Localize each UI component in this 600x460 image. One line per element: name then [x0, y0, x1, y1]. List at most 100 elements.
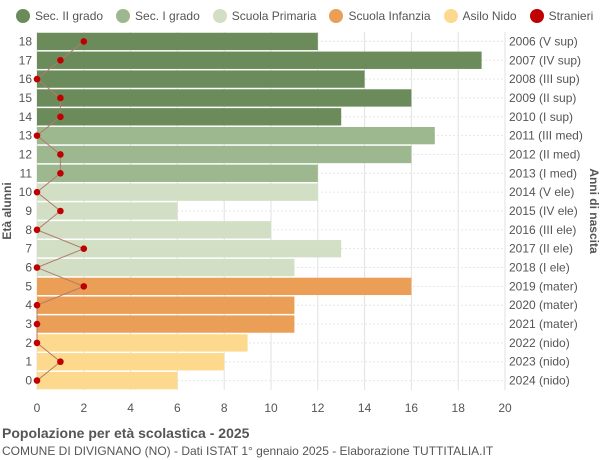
legend-item-inf: Scuola Infanzia: [329, 9, 431, 23]
x-tick-label: 2: [80, 401, 87, 415]
stranieri-point-age-14: [57, 113, 64, 121]
stranieri-point-age-6: [33, 264, 41, 271]
birth-year-label: 2022 (nido): [509, 336, 570, 350]
birth-year-label: 2021 (mater): [509, 317, 578, 331]
x-tick-label: 6: [174, 401, 181, 415]
bar-age-11: [37, 164, 318, 182]
bar-age-0: [37, 371, 178, 390]
bar-chart: 0 2 4 6 8 10 12 14 16 18 2018171615141312111098765…: [0, 32, 600, 415]
x-tick-label: 0: [34, 401, 41, 415]
bar-age-4: [37, 296, 295, 314]
legend-item-prim: Scuola Primaria: [212, 9, 317, 23]
chart-source: COMUNE DI DIVIGNANO (NO) - Dati ISTAT 1°…: [2, 444, 494, 458]
age-tick-label: 1: [25, 355, 32, 369]
birth-year-label: 2017 (II ele): [509, 242, 573, 256]
stranieri-point-age-17: [57, 56, 64, 64]
y-axis-title-right: Anni di nascita: [587, 168, 600, 254]
stranieri-point-age-13: [33, 132, 41, 139]
legend-label-inf: Scuola Infanzia: [348, 9, 431, 23]
y-axis-title-left: Età alunni: [0, 182, 14, 239]
birth-year-label: 2014 (V ele): [509, 185, 574, 199]
age-tick-label: 16: [19, 72, 33, 86]
age-tick-label: 17: [19, 53, 33, 67]
legend-label-stranieri: Stranieri: [548, 9, 594, 23]
birth-year-label: 2023 (nido): [509, 355, 570, 369]
stranieri-point-age-8: [33, 226, 41, 234]
bar-age-7: [37, 240, 342, 258]
legend-label-sec2: Sec. II grado: [35, 9, 104, 23]
bar-age-18: [37, 32, 318, 51]
bar-age-3: [37, 315, 295, 333]
stranieri-point-age-18: [80, 38, 88, 45]
legend-item-sec1: Sec. I grado: [116, 9, 200, 23]
x-tick-label: 12: [311, 401, 325, 415]
bar-age-17: [37, 51, 482, 69]
bar-age-2: [37, 334, 248, 352]
age-tick-label: 8: [25, 223, 32, 237]
stranieri-point-age-4: [33, 301, 41, 309]
stranieri-point-age-12: [57, 151, 64, 158]
stranieri-point-age-16: [33, 75, 41, 83]
chart-legend: Sec. II grado Sec. I grado Scuola Primaria…: [16, 6, 593, 26]
birth-year-label: 2018 (I ele): [509, 261, 570, 275]
bar-age-9: [37, 202, 178, 220]
age-tick-label: 2: [25, 336, 32, 350]
chart-title: Popolazione per età scolastica - 2025: [2, 425, 250, 441]
legend-swatch-prim: [212, 9, 227, 23]
legend-swatch-sec1: [116, 9, 131, 23]
birth-year-label: 2006 (V sup): [509, 34, 578, 48]
x-tick-label: 14: [358, 401, 372, 415]
age-tick-label: 5: [25, 279, 32, 293]
stranieri-point-age-10: [33, 188, 41, 196]
legend-item-stranieri: Stranieri: [529, 9, 594, 23]
age-tick-label: 18: [19, 34, 33, 48]
birth-year-label: 2024 (nido): [509, 374, 570, 388]
stranieri-point-age-1: [57, 358, 64, 366]
x-tick-label: 18: [452, 401, 466, 415]
bar-age-14: [37, 108, 342, 126]
age-tick-label: 3: [25, 317, 32, 331]
birth-year-label: 2015 (IV ele): [509, 204, 578, 218]
legend-swatch-sec2: [16, 9, 30, 23]
birth-year-label: 2010 (I sup): [509, 110, 573, 124]
bar-age-6: [37, 258, 295, 277]
bar-age-12: [37, 145, 412, 164]
age-tick-label: 10: [19, 185, 33, 199]
x-tick-label: 20: [498, 401, 512, 415]
birth-year-label: 2012 (II med): [509, 147, 580, 161]
bar-age-10: [37, 183, 318, 201]
birth-year-label: 2020 (mater): [509, 298, 578, 312]
birth-year-label: 2016 (III ele): [509, 223, 576, 237]
stranieri-point-age-3: [33, 320, 41, 328]
age-tick-label: 7: [25, 242, 32, 256]
birth-year-label: 2019 (mater): [509, 279, 578, 293]
bar-age-8: [37, 221, 271, 239]
legend-swatch-inf: [329, 9, 344, 23]
age-tick-label: 13: [19, 129, 33, 143]
stranieri-point-age-2: [33, 339, 41, 347]
legend-item-nido: Asilo Nido: [443, 9, 517, 23]
stranieri-point-age-7: [80, 245, 88, 252]
x-tick-label: 8: [221, 401, 228, 415]
birth-year-label: 2007 (IV sup): [509, 53, 581, 67]
legend-label-nido: Asilo Nido: [462, 9, 517, 23]
x-tick-label: 16: [405, 401, 419, 415]
birth-year-label: 2011 (III med): [509, 129, 583, 143]
age-tick-label: 14: [19, 110, 33, 124]
stranieri-point-age-0: [33, 377, 41, 384]
stranieri-point-age-11: [57, 170, 64, 177]
age-tick-label: 9: [25, 204, 32, 218]
legend-label-sec1: Sec. I grado: [135, 9, 200, 23]
birth-year-label: 2008 (III sup): [509, 72, 580, 86]
age-tick-label: 12: [19, 147, 33, 161]
bar-age-5: [37, 277, 412, 296]
age-tick-label: 15: [19, 91, 33, 105]
legend-item-sec2: Sec. II grado: [16, 9, 103, 23]
age-tick-label: 0: [25, 374, 32, 388]
stranieri-point-age-15: [57, 94, 64, 102]
legend-label-prim: Scuola Primaria: [231, 9, 317, 23]
bar-age-1: [37, 353, 225, 371]
stranieri-point-age-5: [80, 283, 88, 290]
birth-year-label: 2013 (I med): [509, 166, 577, 180]
age-tick-label: 6: [25, 261, 32, 275]
